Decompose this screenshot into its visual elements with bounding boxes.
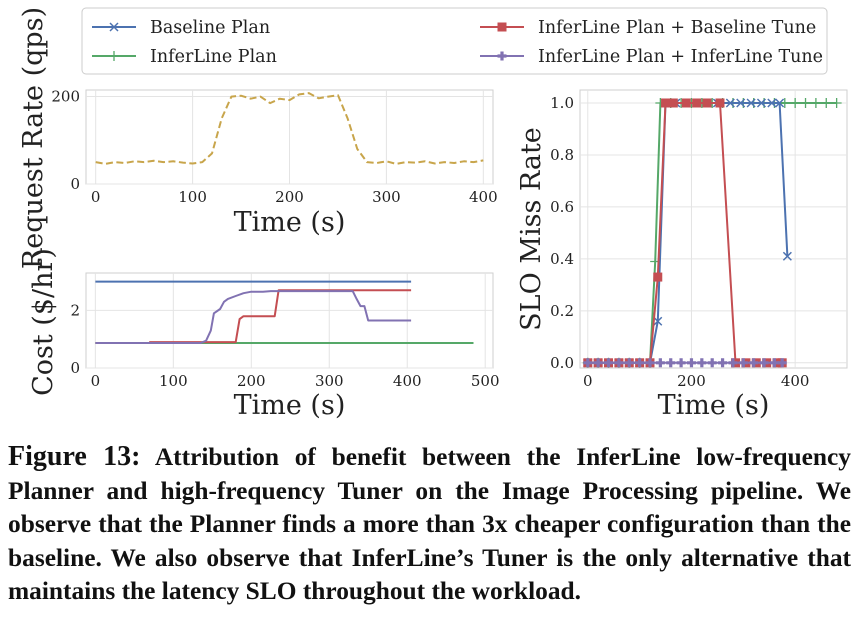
data-point bbox=[746, 98, 756, 108]
x-tick-label: 200 bbox=[237, 372, 266, 390]
legend-marker bbox=[497, 22, 507, 32]
y-tick-label: 0 bbox=[70, 359, 80, 377]
series-line bbox=[95, 290, 412, 344]
data-point bbox=[593, 358, 603, 368]
x-tick-label: 500 bbox=[471, 372, 500, 390]
data-point bbox=[800, 97, 811, 108]
data-point bbox=[810, 97, 821, 108]
data-point bbox=[718, 358, 728, 368]
x-axis-label: Time (s) bbox=[234, 390, 346, 421]
data-point bbox=[655, 358, 665, 368]
data-point bbox=[653, 272, 663, 282]
data-point bbox=[604, 358, 614, 368]
data-point bbox=[702, 98, 712, 108]
x-tick-label: 100 bbox=[159, 372, 188, 390]
data-point bbox=[738, 358, 748, 368]
data-point bbox=[777, 358, 787, 368]
data-point bbox=[614, 358, 624, 368]
y-axis-label: Cost ($/hr) bbox=[28, 248, 59, 396]
series-line bbox=[95, 92, 484, 165]
data-point bbox=[756, 98, 766, 108]
x-tick-label: 200 bbox=[275, 188, 304, 206]
legend-label: InferLine Plan bbox=[150, 47, 277, 67]
x-tick-label: 200 bbox=[677, 372, 706, 390]
data-point bbox=[583, 358, 593, 368]
data-point bbox=[707, 358, 717, 368]
y-tick-label: 0.0 bbox=[550, 354, 574, 372]
x-tick-label: 300 bbox=[372, 188, 401, 206]
legend-item: InferLine Plan bbox=[92, 47, 277, 67]
x-tick-label: 0 bbox=[583, 372, 593, 390]
data-point bbox=[661, 98, 671, 108]
cost-panel: 0 100 200 300 400 500 0 2 Time (s) Cost ($/hr) bbox=[28, 248, 500, 421]
x-tick-label: 0 bbox=[91, 372, 101, 390]
data-point bbox=[715, 98, 725, 108]
series bbox=[583, 358, 787, 368]
data-point bbox=[749, 358, 759, 368]
legend-label: InferLine Plan + Baseline Tune bbox=[538, 18, 816, 38]
legend-marker bbox=[109, 51, 119, 61]
legend-label: InferLine Plan + InferLine Tune bbox=[538, 47, 823, 67]
data-point bbox=[653, 316, 663, 326]
caption-label: Figure 13: bbox=[8, 441, 141, 472]
y-axis-label: Request Rate (qps) bbox=[18, 7, 49, 269]
data-point bbox=[676, 358, 686, 368]
y-tick-label: 0.2 bbox=[550, 302, 574, 320]
data-point bbox=[645, 358, 655, 368]
y-tick-label: 2 bbox=[70, 301, 80, 319]
data-point bbox=[692, 98, 702, 108]
y-tick-label: 0.4 bbox=[550, 250, 574, 268]
legend-item: InferLine Plan + InferLine Tune bbox=[480, 47, 823, 67]
data-point bbox=[782, 251, 792, 261]
y-tick-label: 0 bbox=[70, 175, 80, 193]
caption-text: Attribution of benefit between the Infer… bbox=[8, 443, 851, 605]
plot-area bbox=[85, 272, 494, 369]
x-tick-label: 400 bbox=[781, 372, 810, 390]
x-tick-label: 400 bbox=[393, 372, 422, 390]
data-point bbox=[775, 98, 785, 108]
x-axis-label: Time (s) bbox=[234, 207, 346, 238]
y-tick-label: 0.6 bbox=[550, 198, 574, 216]
y-tick-label: 0.8 bbox=[550, 146, 574, 164]
data-point bbox=[686, 358, 696, 368]
data-point bbox=[736, 98, 746, 108]
legend-frame bbox=[81, 7, 828, 75]
x-tick-label: 100 bbox=[178, 188, 207, 206]
data-point bbox=[821, 97, 832, 108]
data-point bbox=[759, 358, 769, 368]
x-tick-label: 0 bbox=[91, 188, 101, 206]
y-tick-label: 1.0 bbox=[550, 94, 574, 112]
data-point bbox=[635, 358, 645, 368]
y-tick-label: 200 bbox=[51, 88, 80, 106]
data-point bbox=[624, 358, 634, 368]
legend-label: Baseline Plan bbox=[150, 18, 270, 38]
series bbox=[95, 92, 484, 165]
slo-miss-panel: 0 200 400 0.0 0.2 0.4 0.6 0.8 1.0 Time (s) SLO Mis… bbox=[516, 89, 848, 421]
figure-caption: Figure 13: Attribution of benefit betwee… bbox=[8, 440, 851, 609]
x-axis-label: Time (s) bbox=[658, 390, 770, 421]
figure: Baseline Plan InferLine Plan InferLine Pla… bbox=[18, 7, 848, 421]
data-point bbox=[668, 98, 678, 108]
plot-area bbox=[579, 89, 848, 369]
data-point bbox=[790, 97, 801, 108]
y-axis-label: SLO Miss Rate bbox=[516, 127, 547, 331]
x-tick-label: 300 bbox=[315, 372, 344, 390]
legend: Baseline Plan InferLine Plan InferLine Pla… bbox=[81, 7, 828, 75]
legend-item: InferLine Plan + Baseline Tune bbox=[480, 18, 816, 38]
legend-marker bbox=[109, 22, 119, 32]
data-point bbox=[769, 358, 779, 368]
data-point bbox=[779, 97, 790, 108]
data-point bbox=[666, 358, 676, 368]
data-point bbox=[831, 97, 842, 108]
data-point bbox=[681, 98, 691, 108]
data-point bbox=[697, 358, 707, 368]
data-point bbox=[767, 98, 777, 108]
data-point bbox=[725, 98, 735, 108]
data-point bbox=[728, 358, 738, 368]
legend-item: Baseline Plan bbox=[92, 18, 270, 38]
series bbox=[95, 290, 412, 344]
x-tick-label: 400 bbox=[469, 188, 498, 206]
legend-marker bbox=[497, 51, 507, 61]
